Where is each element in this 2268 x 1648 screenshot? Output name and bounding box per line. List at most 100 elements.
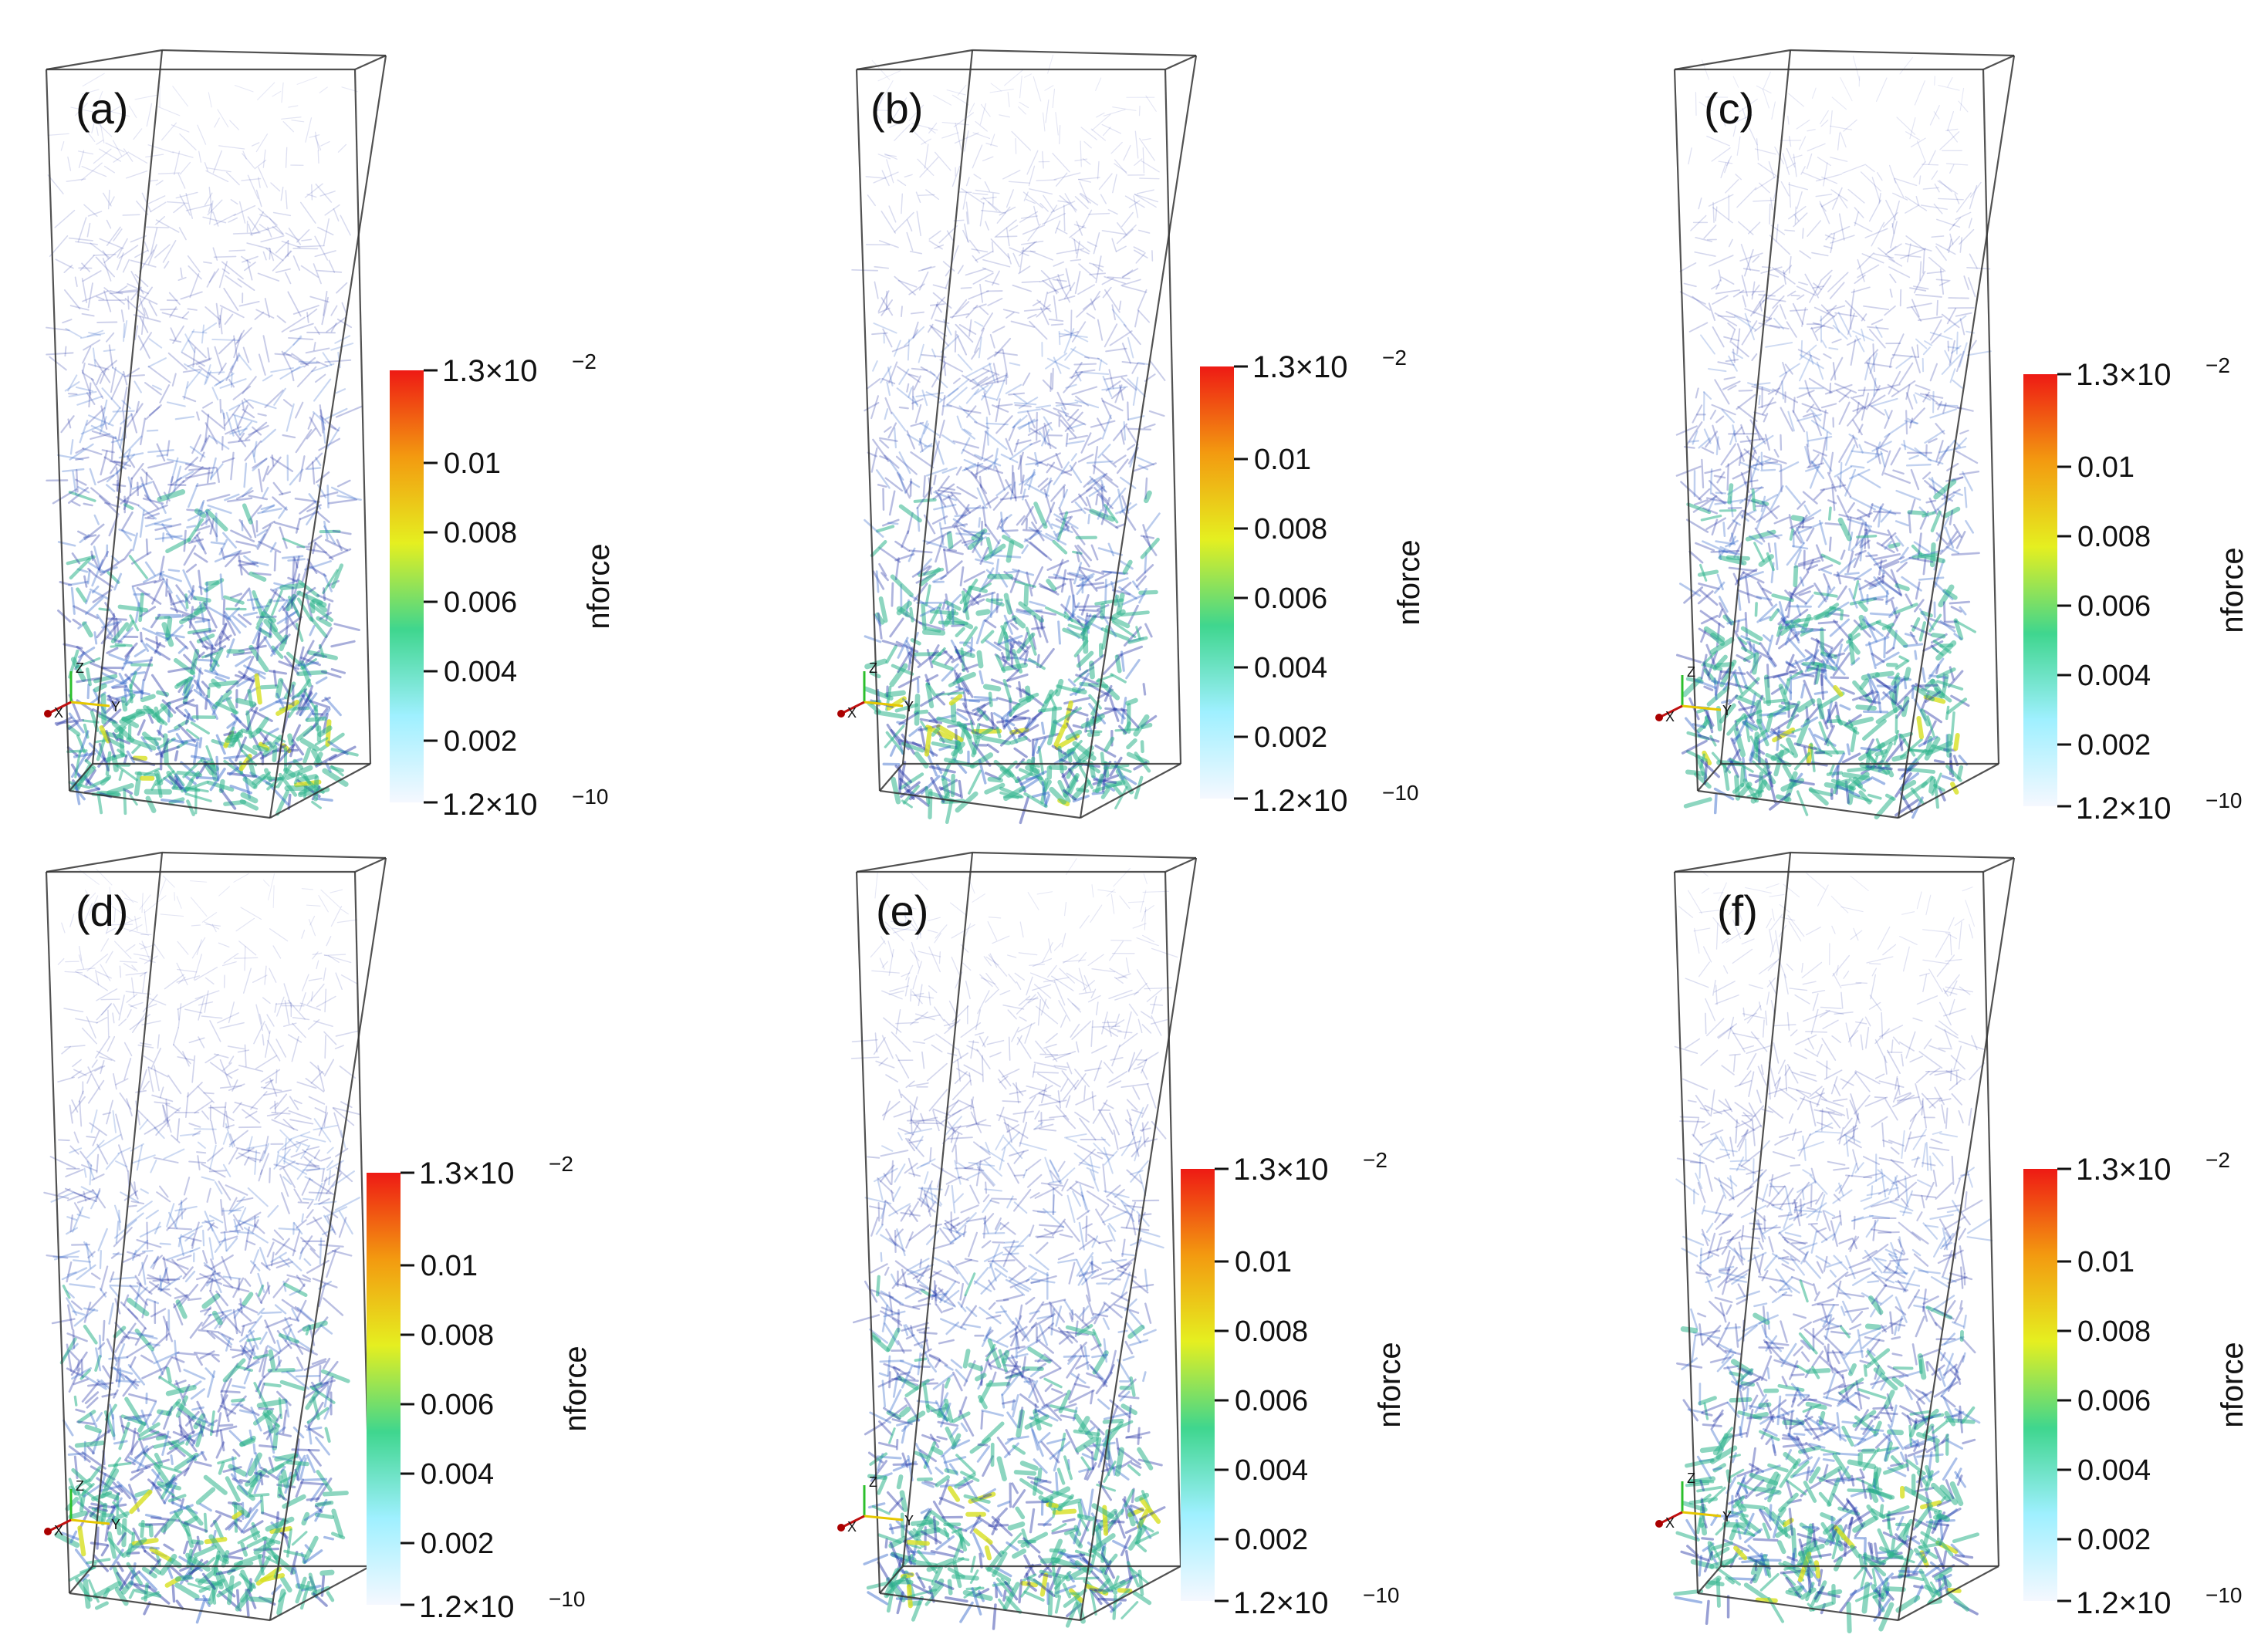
force-chain <box>941 778 950 799</box>
force-chain <box>1851 286 1871 293</box>
force-chain <box>1796 285 1817 296</box>
force-chain <box>1112 174 1117 194</box>
force-chain <box>1028 526 1054 542</box>
force-chain <box>262 335 270 363</box>
force-chain <box>914 709 929 715</box>
force-chain <box>1086 460 1114 464</box>
y-axis <box>864 701 904 707</box>
force-chain <box>211 339 240 342</box>
force-chain <box>1793 529 1803 544</box>
colorbar-max-label: 1.3×10 <box>1252 350 1347 384</box>
force-chain <box>1899 57 1913 75</box>
force-chain <box>272 1423 279 1450</box>
force-chain <box>81 89 100 95</box>
force-chain <box>99 368 107 384</box>
force-chain <box>884 153 897 160</box>
force-chain <box>1059 194 1077 211</box>
force-chain <box>167 1446 179 1455</box>
axis-label-x: X <box>1665 709 1675 724</box>
force-chain <box>74 782 81 805</box>
force-chain <box>1006 227 1010 247</box>
force-chain <box>923 423 930 435</box>
force-chain <box>126 449 131 461</box>
force-chain <box>140 679 145 699</box>
force-chain <box>1945 526 1955 549</box>
force-chain <box>125 972 147 976</box>
force-chain <box>207 619 211 633</box>
force-chain <box>1823 660 1828 680</box>
force-chain <box>1731 351 1743 360</box>
force-chain <box>1764 434 1770 451</box>
force-chain <box>1087 513 1090 525</box>
force-chain <box>980 374 1007 387</box>
force-chain <box>83 1302 92 1323</box>
force-chain <box>979 670 984 685</box>
box-edge <box>901 49 974 765</box>
force-chain <box>1884 761 1895 778</box>
force-chain <box>82 290 109 302</box>
force-chain <box>127 455 136 468</box>
force-chain <box>1847 501 1855 513</box>
force-chain <box>1899 733 1916 757</box>
force-chain <box>1836 571 1842 585</box>
force-chain <box>1696 719 1711 734</box>
force-chain <box>81 1163 98 1172</box>
force-chain <box>979 103 987 125</box>
force-chain <box>1027 224 1041 241</box>
force-chain <box>1097 444 1111 459</box>
force-chain <box>109 290 139 295</box>
force-chain <box>1848 772 1870 789</box>
force-chain <box>298 360 318 363</box>
force-chain <box>124 642 138 658</box>
force-chain <box>183 381 189 400</box>
force-chain <box>287 596 301 618</box>
force-chain <box>944 655 953 666</box>
force-chain <box>1069 464 1083 484</box>
force-chain <box>1745 509 1757 516</box>
force-chain <box>156 729 165 738</box>
force-chain <box>1067 772 1080 795</box>
force-chain <box>120 485 143 505</box>
force-chain <box>1743 448 1764 467</box>
force-chain <box>1011 615 1026 629</box>
force-chain <box>232 1509 245 1520</box>
force-chain <box>1820 403 1837 409</box>
force-chain <box>1025 765 1040 775</box>
force-chain <box>221 261 244 280</box>
force-chain <box>76 469 79 493</box>
force-chain <box>1909 631 1918 644</box>
force-chain <box>999 114 1010 118</box>
force-chain <box>319 1569 335 1576</box>
force-chain <box>1012 694 1035 711</box>
force-chain <box>1070 348 1090 360</box>
force-chain <box>1888 258 1903 267</box>
force-chain <box>1729 430 1736 445</box>
force-chain <box>979 306 989 316</box>
force-chain <box>1072 550 1083 555</box>
force-chain <box>283 1022 297 1027</box>
force-chain <box>1681 739 1708 755</box>
force-chain <box>174 892 175 901</box>
force-chain <box>1031 711 1043 721</box>
force-chain <box>145 795 157 813</box>
force-chain <box>1019 454 1022 483</box>
force-chain <box>123 688 150 696</box>
force-chain <box>83 787 100 794</box>
force-chain <box>96 988 118 1001</box>
force-chain <box>209 435 230 450</box>
force-chain <box>1830 157 1848 162</box>
box-edge <box>1898 763 1999 819</box>
force-chain <box>1735 694 1757 707</box>
force-chain <box>1771 593 1794 603</box>
force-chain <box>1043 204 1058 225</box>
force-chain <box>981 312 993 332</box>
force-chain <box>1833 685 1844 697</box>
box-edge <box>1164 54 1197 71</box>
force-chain <box>1044 85 1054 91</box>
force-chain <box>1869 353 1878 374</box>
force-chain <box>1968 218 1972 228</box>
force-chain <box>981 430 987 460</box>
force-chain <box>69 305 90 311</box>
force-chain <box>194 536 205 551</box>
force-chain <box>1077 544 1093 562</box>
